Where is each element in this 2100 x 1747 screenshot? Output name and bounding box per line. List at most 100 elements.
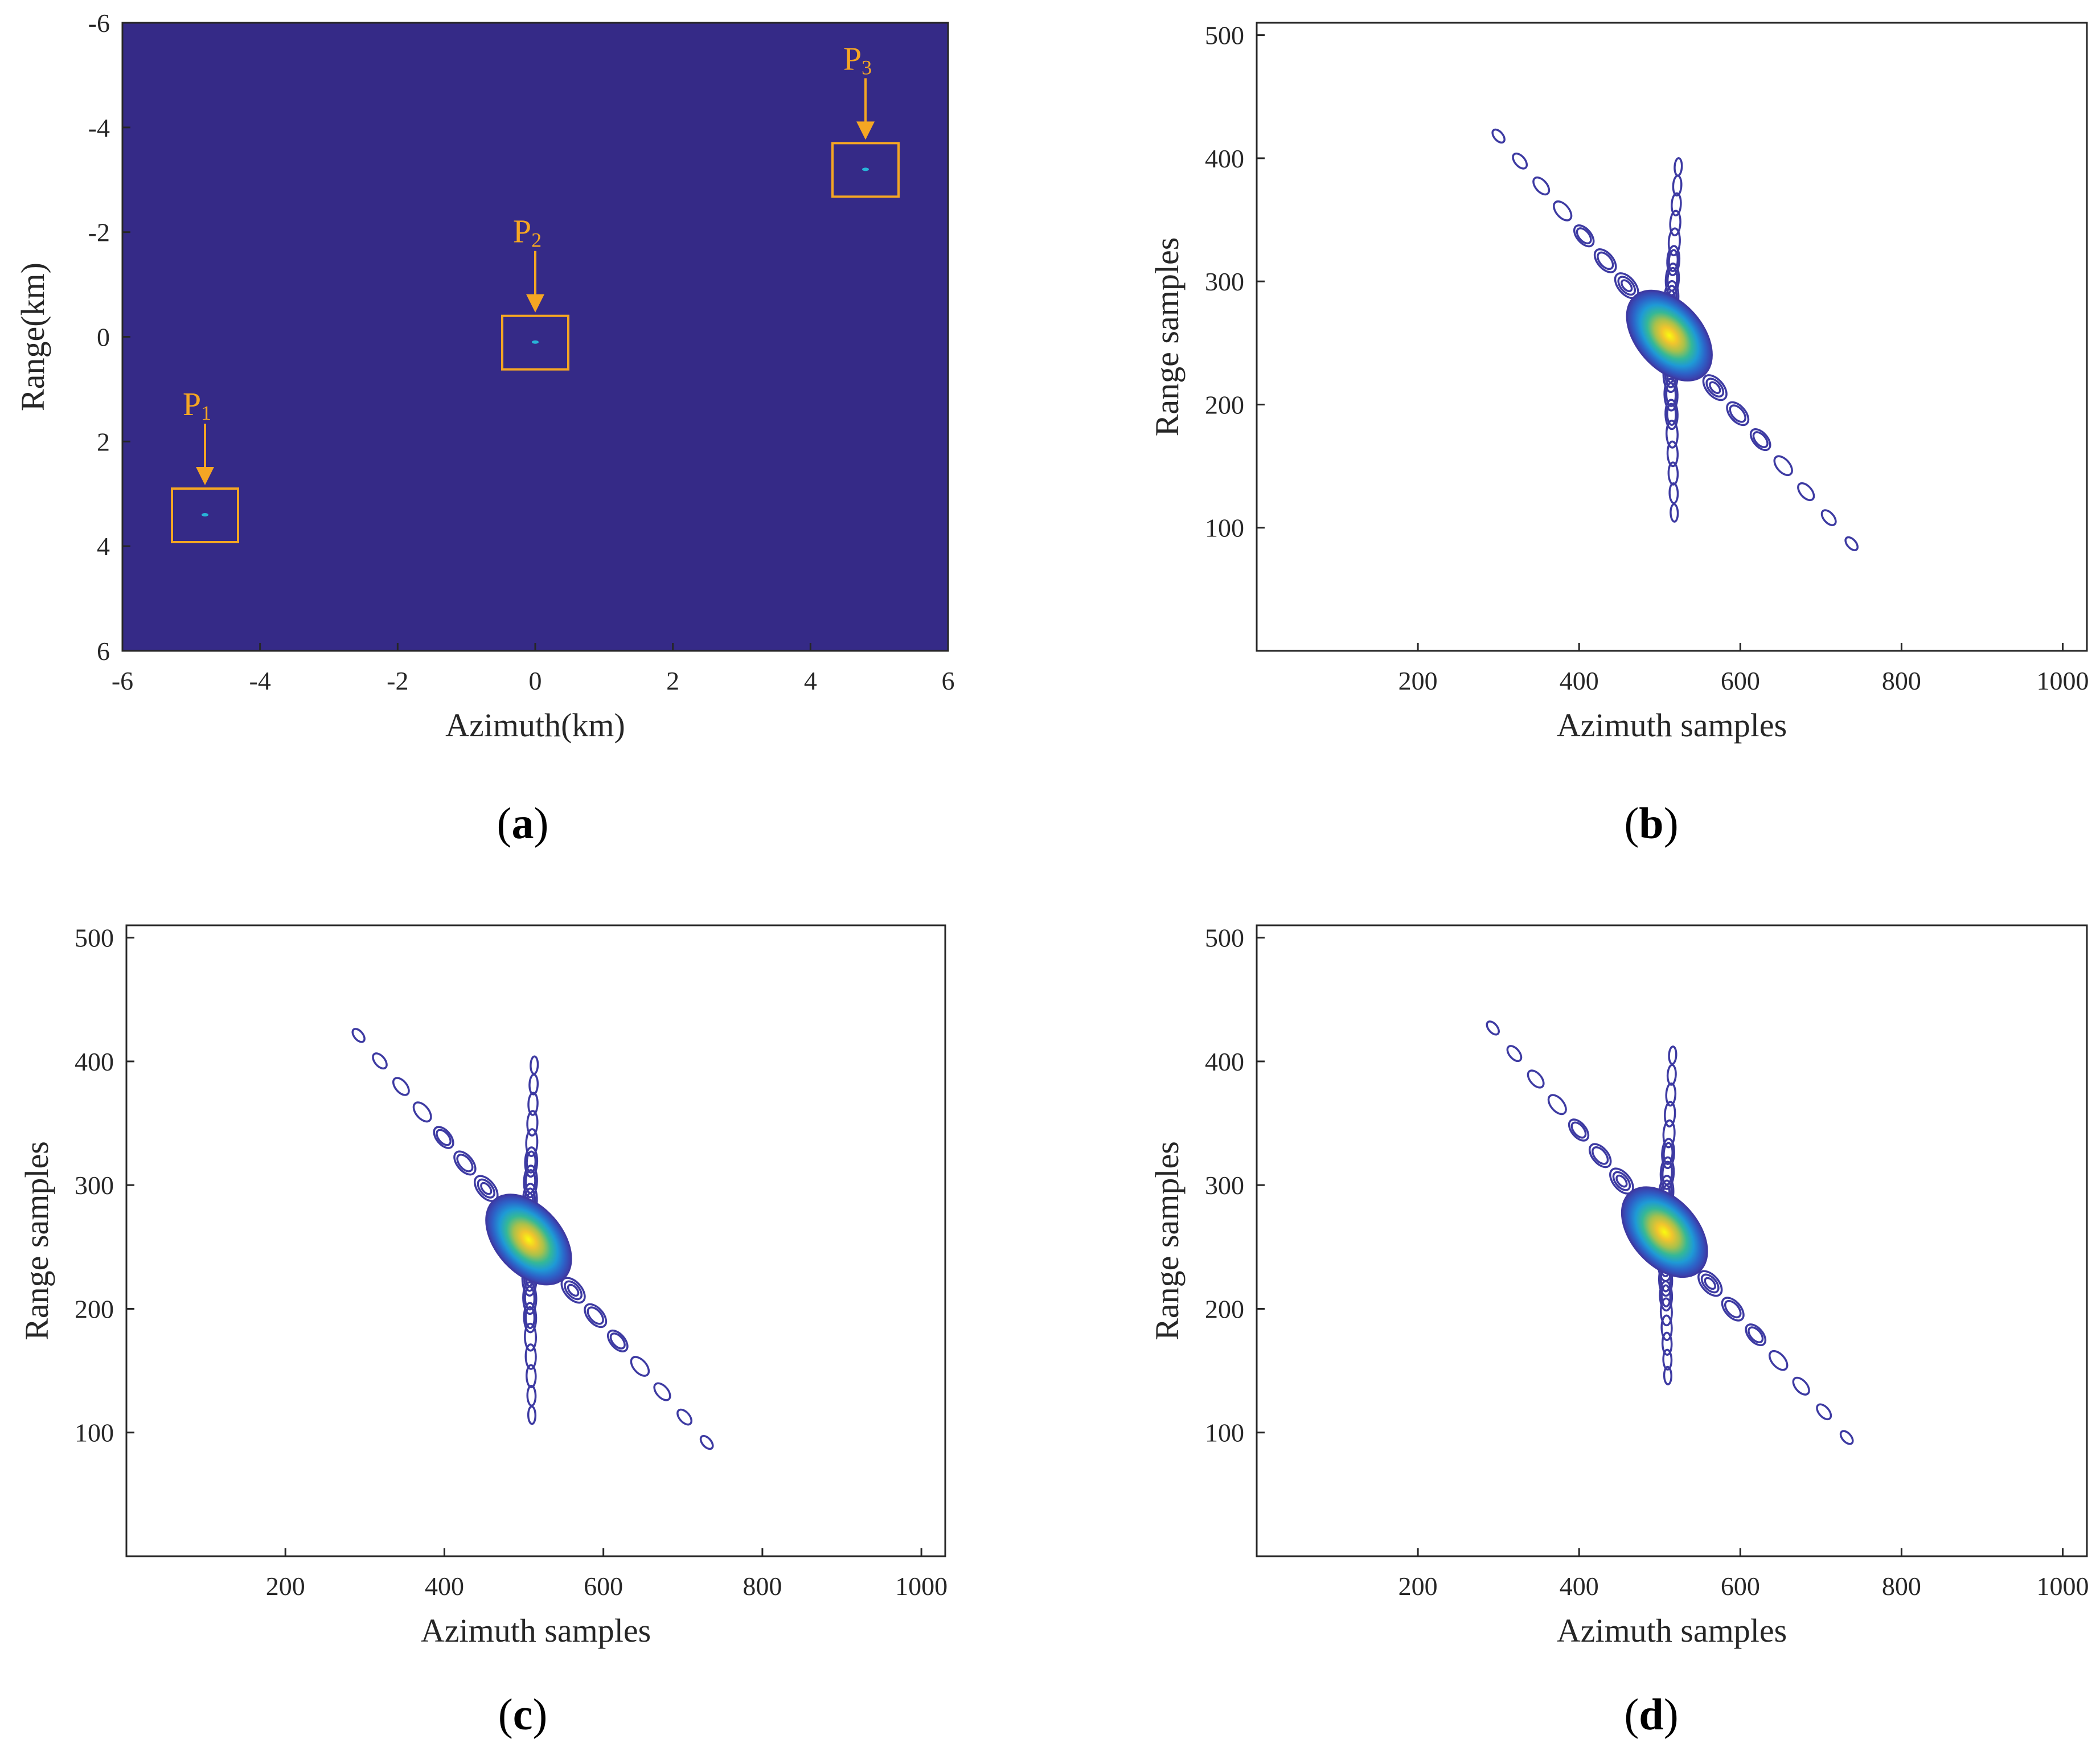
target-label-letter: P xyxy=(513,213,531,250)
diagonal-lobe xyxy=(1612,1171,1631,1191)
diagonal-lobe xyxy=(1576,227,1592,245)
vertical-lobe xyxy=(1671,192,1682,217)
vertical-lobe xyxy=(524,1285,536,1311)
y-tick-label: 500 xyxy=(75,924,114,953)
diagonal-lobe xyxy=(1749,428,1771,452)
vertical-lobe xyxy=(1661,1160,1674,1186)
panel-c: 200 400 600 800 1000 100 200 300 400 500 Azimuth s… xyxy=(18,924,948,1649)
diagonal-lobe xyxy=(567,1283,580,1297)
target-label: P3 xyxy=(843,40,872,79)
diagonal-lobe xyxy=(456,1154,474,1172)
vertical-lobe xyxy=(1674,157,1683,177)
y-tick-label: -4 xyxy=(88,113,110,142)
diagonal-lobe xyxy=(433,1126,454,1149)
diagonal-lobe xyxy=(1773,455,1793,477)
vertical-lobe xyxy=(1659,1156,1675,1190)
panel-caption-d: (d) xyxy=(1624,1689,1678,1739)
diagonal-lobe xyxy=(1748,1326,1764,1343)
y-tick-label: 6 xyxy=(97,637,110,666)
vertical-lobe xyxy=(526,1150,537,1174)
diagonal-lobe xyxy=(606,1329,629,1352)
diagonal-lobe xyxy=(1527,1069,1545,1089)
diagonal-lobe xyxy=(1506,1045,1523,1063)
vertical-lobe xyxy=(1661,1331,1673,1356)
vertical-lobe xyxy=(525,1128,539,1157)
target-arrow-head xyxy=(196,467,214,486)
vertical-lobe xyxy=(524,1322,538,1352)
target-marker: P2 xyxy=(501,213,569,371)
y-tick-label: 400 xyxy=(75,1047,114,1076)
vertical-lobe xyxy=(1662,1119,1676,1149)
target-arrow-head xyxy=(856,121,875,140)
diagonal-lobe xyxy=(1615,1174,1628,1188)
diagonal-lobe xyxy=(1724,1299,1742,1319)
x-tick-label: 600 xyxy=(584,1572,623,1601)
diagonal-lobe xyxy=(1792,1376,1810,1396)
diagonal-lobe xyxy=(351,1028,366,1043)
caption-paren-open: ( xyxy=(497,798,512,848)
contour-group xyxy=(1491,128,1859,551)
diagonal-lobe xyxy=(1588,1143,1612,1168)
diagonal-lobe xyxy=(1729,404,1746,423)
target-point xyxy=(862,167,869,171)
target-marker: P3 xyxy=(831,40,900,198)
x-tick-label: 200 xyxy=(266,1572,305,1601)
vertical-lobe xyxy=(1665,1082,1677,1107)
vertical-lobe xyxy=(1666,1064,1677,1086)
vertical-lobe xyxy=(1668,482,1679,505)
x-tick-label: -6 xyxy=(112,666,133,695)
target-marker: P1 xyxy=(171,386,239,544)
panel-caption-b: (b) xyxy=(1624,798,1678,848)
diagonal-lobe xyxy=(1752,431,1769,448)
y-tick-label: 400 xyxy=(1205,144,1244,173)
caption-letter: c xyxy=(513,1689,533,1739)
diagonal-lobe xyxy=(564,1280,583,1301)
y-tick-label: 200 xyxy=(75,1294,114,1323)
vertical-lobe xyxy=(1666,266,1678,292)
diagonal-lobe xyxy=(653,1382,671,1401)
vertical-lobe xyxy=(1666,245,1681,277)
diagonal-lobe xyxy=(630,1356,650,1377)
diagonal-lobe xyxy=(453,1150,477,1176)
y-tick-label: -6 xyxy=(88,9,110,38)
x-tick-label: 400 xyxy=(1560,666,1599,695)
target-arrow-head xyxy=(526,294,544,313)
target-label-letter: P xyxy=(843,40,862,77)
vertical-lobe xyxy=(1669,210,1681,237)
contour-group xyxy=(1486,1020,1854,1445)
vertical-lobe xyxy=(524,1306,536,1330)
vertical-lobe xyxy=(1666,403,1677,426)
diagonal-lobe xyxy=(676,1408,693,1426)
vertical-lobe xyxy=(1665,382,1677,407)
caption-paren-close: ) xyxy=(1664,1689,1679,1739)
x-tick-label: 800 xyxy=(1882,666,1921,695)
x-tick-label: 600 xyxy=(1721,666,1760,695)
caption-letter: b xyxy=(1639,798,1663,848)
y-tick-label: 100 xyxy=(1205,1418,1244,1447)
diagonal-lobe xyxy=(1709,381,1721,395)
target-label: P1 xyxy=(183,386,211,424)
diagonal-lobe xyxy=(1768,1350,1789,1371)
axes-frame xyxy=(1256,924,2088,1557)
diagonal-lobe xyxy=(1547,1094,1567,1116)
caption-paren-open: ( xyxy=(1624,1689,1639,1739)
y-tick-label: 200 xyxy=(1205,390,1244,419)
panel-d: 200 400 600 800 1000 100 200 300 400 500 Azimuth s… xyxy=(1149,924,2089,1649)
diagonal-lobe xyxy=(1697,1270,1723,1297)
vertical-lobe xyxy=(1661,1138,1675,1170)
diagonal-lobe xyxy=(1570,1121,1587,1139)
diagonal-lobe xyxy=(1532,176,1551,196)
target-label-subscript: 2 xyxy=(531,229,542,252)
diagonal-lobe xyxy=(1721,1297,1745,1322)
diagonal-lobe xyxy=(1593,248,1617,273)
caption-paren-close: ) xyxy=(1664,798,1679,848)
diagonal-lobe xyxy=(1553,200,1573,222)
vertical-lobe xyxy=(523,1164,538,1199)
caption-paren-open: ( xyxy=(498,1689,513,1739)
y-tick-label: 100 xyxy=(1205,514,1244,543)
x-tick-label: 6 xyxy=(942,666,955,695)
vertical-lobe xyxy=(1660,1314,1673,1342)
target-label: P2 xyxy=(513,213,542,252)
diagonal-lobe xyxy=(1797,482,1815,502)
main-peak xyxy=(1626,289,1713,382)
